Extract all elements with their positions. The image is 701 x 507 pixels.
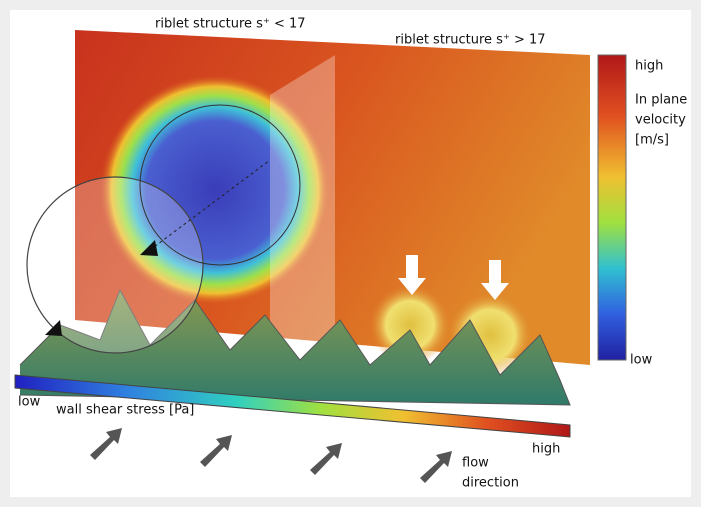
down-arrow <box>481 260 509 300</box>
rotation-circle <box>26 176 204 354</box>
colorbar-label: low <box>630 353 653 368</box>
colorbar-label: high <box>532 442 560 457</box>
label: riblet structure s⁺ > 17 <box>395 33 546 48</box>
colorbar-title: velocity <box>635 113 686 128</box>
colorbar-label: high <box>635 59 663 74</box>
label: riblet structure s⁺ < 17 <box>155 17 306 32</box>
riblets <box>19 288 571 406</box>
velocity-colorbar <box>597 54 627 361</box>
small-vortex <box>370 285 450 365</box>
rotation-circle <box>139 104 301 266</box>
flow-label: direction <box>462 476 519 491</box>
colorbar-label: low <box>18 395 41 410</box>
vortex <box>100 75 330 305</box>
flow-label: flow <box>462 456 489 471</box>
colorbar-title: In plane <box>635 93 687 108</box>
arrowhead <box>140 240 158 256</box>
axis-line <box>149 159 271 251</box>
down-arrow <box>398 255 426 295</box>
colorbar-title: [m/s] <box>635 133 669 148</box>
arrowhead <box>45 320 62 336</box>
shear-colorbar <box>14 374 571 438</box>
colorbar-title: wall shear stress [Pa] <box>56 403 194 418</box>
flow-arrows <box>90 428 452 483</box>
